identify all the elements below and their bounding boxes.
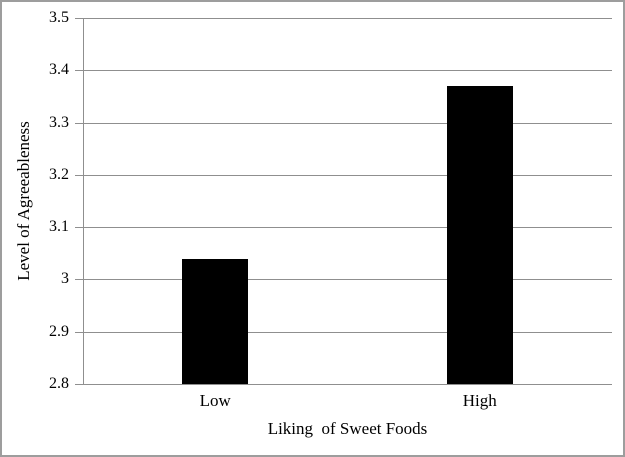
y-tick-label: 3.3: [49, 113, 69, 131]
x-axis-title: Liking of Sweet Foods: [267, 419, 428, 438]
category-label-low: Low: [199, 391, 231, 410]
gridline: [75, 331, 612, 333]
gridline: [75, 70, 612, 72]
gridline: [75, 174, 612, 176]
y-tick-label: 3.4: [49, 61, 69, 79]
y-tick-label: 3.5: [49, 9, 69, 26]
gridline: [75, 18, 612, 19]
bar-low: [182, 259, 248, 384]
gridline: [75, 384, 612, 385]
y-tick-label: 3.2: [49, 165, 69, 183]
y-axis-line: [83, 18, 84, 384]
gridline: [75, 227, 612, 229]
y-tick-label: 3: [61, 270, 69, 288]
y-tick-label: 2.9: [49, 322, 69, 340]
y-tick-label: 2.8: [49, 375, 69, 392]
gridline: [75, 279, 612, 281]
y-axis-title: Level of Agreeableness: [14, 121, 33, 281]
y-tick-label: 3.1: [49, 218, 69, 236]
bar-high: [447, 86, 513, 384]
gridline: [75, 122, 612, 124]
category-label-high: High: [462, 391, 497, 410]
